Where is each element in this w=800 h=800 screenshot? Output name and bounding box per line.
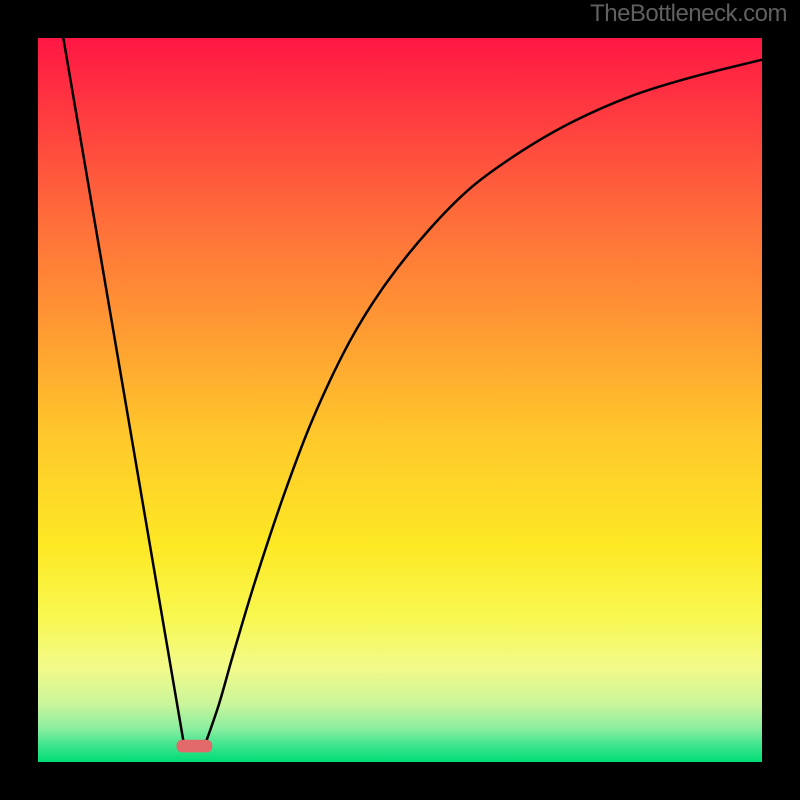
plot-area [38,38,762,762]
chart-container: TheBottleneck.com [0,0,800,800]
bottleneck-marker [177,740,212,752]
plot-svg [38,38,762,762]
gradient-background [38,38,762,762]
watermark-text: TheBottleneck.com [590,0,787,28]
